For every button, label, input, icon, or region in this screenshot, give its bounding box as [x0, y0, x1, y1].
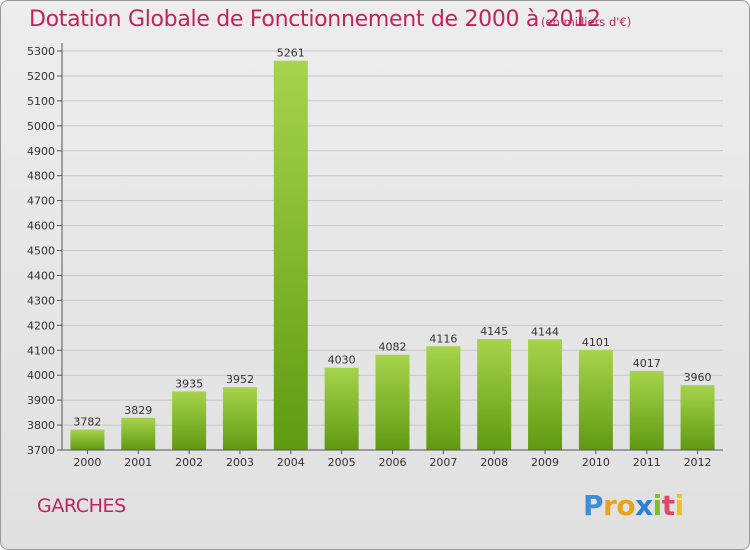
x-tick-label: 2008	[480, 456, 508, 469]
bar	[121, 418, 155, 450]
bar-value-label: 5261	[277, 47, 305, 60]
y-tick-label: 5000	[27, 120, 55, 133]
y-tick-label: 4600	[27, 220, 55, 233]
y-tick-label: 4500	[27, 245, 55, 258]
bar-value-label: 4116	[429, 332, 457, 345]
y-tick-label: 4700	[27, 195, 55, 208]
bar	[70, 430, 104, 450]
bar-value-label: 4017	[633, 357, 661, 370]
bar-value-label: 3829	[124, 404, 152, 417]
y-tick-label: 3900	[27, 394, 55, 407]
y-tick-label: 4800	[27, 170, 55, 183]
x-tick-label: 2009	[531, 456, 559, 469]
y-tick-label: 3800	[27, 419, 55, 432]
y-tick-label: 5100	[27, 95, 55, 108]
bar-value-label: 3935	[175, 377, 203, 390]
bar	[172, 391, 206, 450]
bar	[528, 339, 562, 450]
y-tick-label: 5300	[27, 45, 55, 58]
x-tick-label: 2007	[429, 456, 457, 469]
commune-name: GARCHES	[37, 495, 126, 517]
x-tick-label: 2003	[226, 456, 254, 469]
chart-frame: Dotation Globale de Fonctionnement de 20…	[0, 0, 750, 550]
bar	[579, 350, 613, 450]
bar-value-label: 3952	[226, 373, 254, 386]
bar	[630, 371, 664, 450]
bar-value-label: 3960	[684, 371, 712, 384]
bar-chart: 3782 3829 3935 3952 5261 4030 4082 4116 4145 4144…	[1, 1, 749, 549]
x-tick-label: 2001	[124, 456, 152, 469]
bar	[325, 368, 359, 450]
y-tick-label: 4900	[27, 145, 55, 158]
x-tick-label: 2011	[633, 456, 661, 469]
y-tick-label: 4100	[27, 344, 55, 357]
bar	[274, 61, 308, 450]
bars	[70, 61, 714, 450]
proxiti-logo: Proxiti	[583, 489, 684, 522]
y-tick-label: 4300	[27, 294, 55, 307]
bar-value-label: 4082	[379, 341, 407, 354]
bar	[223, 387, 257, 450]
y-tick-label: 4200	[27, 319, 55, 332]
bar-value-label: 4144	[531, 325, 559, 338]
y-tick-label: 5200	[27, 70, 55, 83]
x-tick-label: 2010	[582, 456, 610, 469]
x-tick-label: 2006	[379, 456, 407, 469]
x-tick-label: 2012	[684, 456, 712, 469]
x-tick-label: 2000	[73, 456, 101, 469]
x-tick-label: 2002	[175, 456, 203, 469]
x-tick-label: 2004	[277, 456, 305, 469]
y-tick-label: 4400	[27, 269, 55, 282]
bar-value-label: 4101	[582, 336, 610, 349]
bar	[477, 339, 511, 450]
bar-value-label: 4145	[480, 325, 508, 338]
y-tick-label: 3700	[27, 444, 55, 457]
bar-value-label: 3782	[73, 416, 101, 429]
bar	[426, 346, 460, 450]
bar-value-label: 4030	[328, 354, 356, 367]
bar	[681, 385, 715, 450]
bar	[376, 355, 410, 450]
x-tick-label: 2005	[328, 456, 356, 469]
y-tick-label: 4000	[27, 369, 55, 382]
